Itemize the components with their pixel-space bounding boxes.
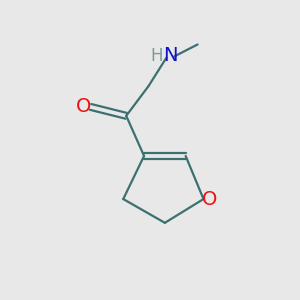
Text: H: H <box>151 47 163 65</box>
Text: N: N <box>164 46 178 65</box>
Text: O: O <box>76 98 92 116</box>
Text: O: O <box>202 190 218 208</box>
